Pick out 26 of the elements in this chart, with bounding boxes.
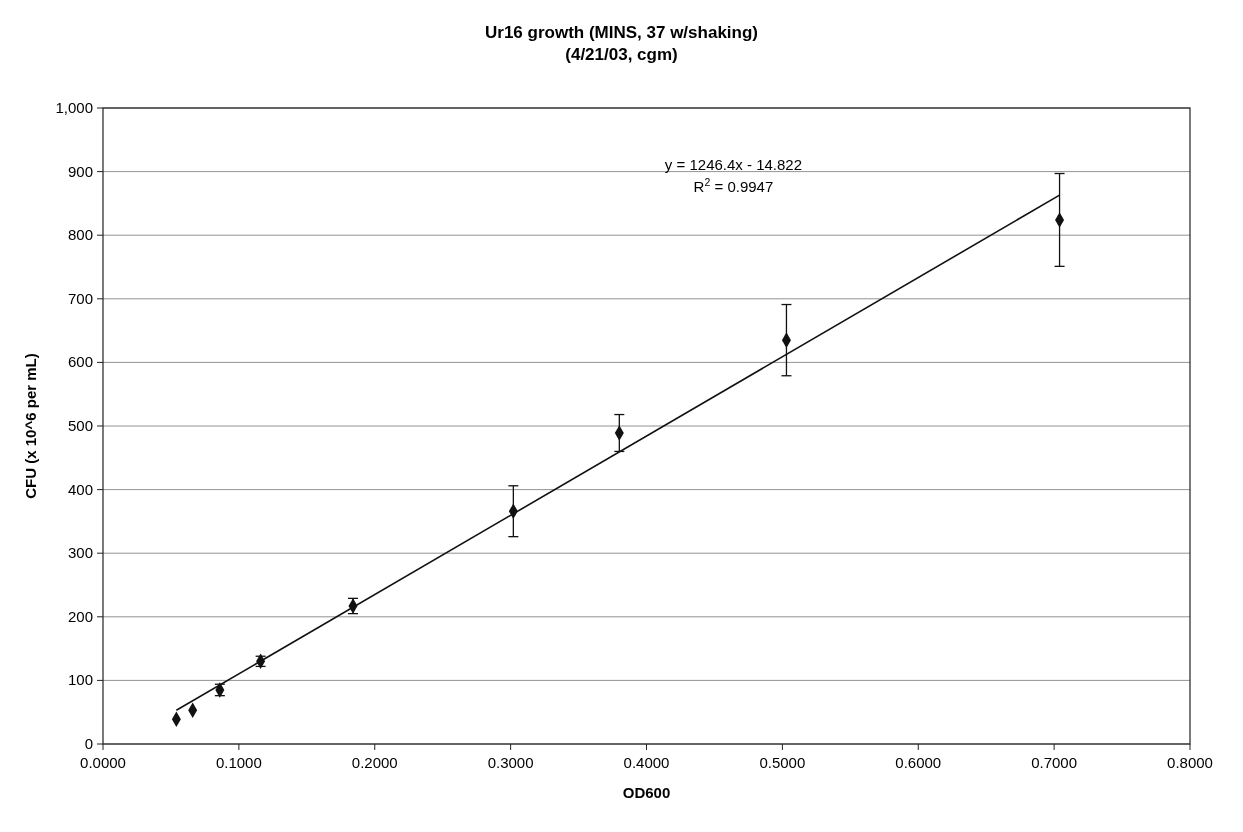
x-tick-label: 0.6000: [895, 754, 942, 771]
x-tick-label: 0.8000: [1167, 754, 1213, 771]
y-tick-label: 800: [67, 226, 93, 244]
x-tick-label: 0.5000: [759, 754, 806, 771]
y-tick-label: 1,000: [55, 99, 93, 116]
chart-title: Ur16 growth (MINS, 37 w/shaking): [485, 23, 758, 42]
y-tick-label: 200: [67, 607, 93, 625]
y-tick-label: 300: [67, 544, 93, 562]
x-tick-label: 0.0000: [80, 754, 126, 771]
y-axis-title: CFU (x 10^6 per mL): [22, 353, 39, 499]
x-tick-label: 0.3000: [487, 754, 534, 771]
annotation: R$^{2}$ = 0.9947: [693, 176, 774, 195]
y-tick-label: 700: [67, 289, 93, 307]
y-tick-label: 400: [67, 480, 93, 498]
annotation: y = 1246.4x - 14.822: [664, 156, 803, 173]
x-tick-label: 0.7000: [1031, 754, 1078, 771]
y-tick-label: 0: [84, 735, 93, 752]
x-axis-title: OD600: [622, 784, 671, 801]
chart-subtitle: (4/21/03, cgm): [565, 45, 678, 64]
y-tick-label: 600: [67, 353, 93, 371]
y-tick-label: 100: [67, 671, 93, 689]
y-tick-label: 500: [67, 417, 93, 434]
x-tick-label: 0.2000: [351, 754, 398, 771]
x-tick-label: 0.4000: [623, 754, 670, 771]
x-tick-label: 0.1000: [215, 754, 262, 771]
y-tick-label: 900: [67, 162, 93, 180]
